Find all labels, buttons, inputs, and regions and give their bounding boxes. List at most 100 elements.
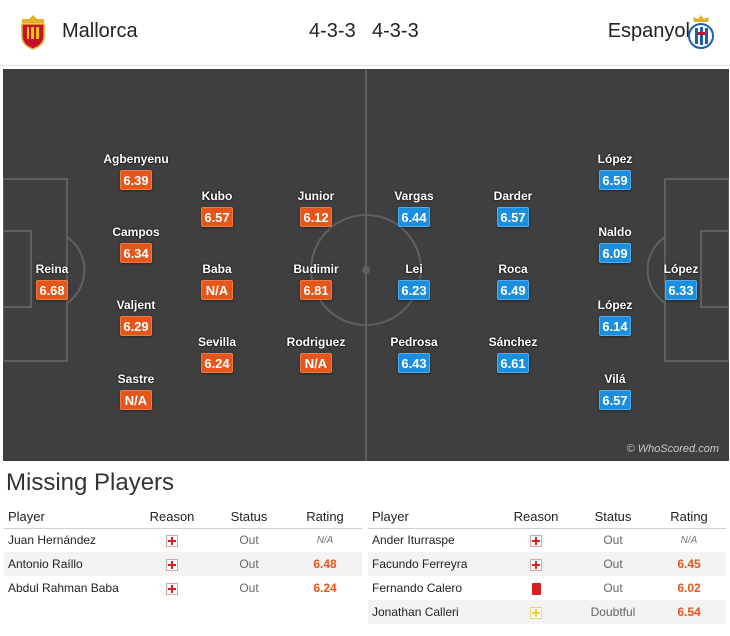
player-name[interactable]: Abdul Rahman Baba [8,581,119,595]
home-player[interactable]: Budimir 6.81 [271,262,361,300]
rating-cell: 6.48 [288,552,362,576]
player-name: López [597,298,633,312]
player-name[interactable]: Fernando Calero [372,581,463,595]
player-name[interactable]: Ander Iturraspe [372,533,455,548]
column-header-player: Player [4,506,134,529]
away-player[interactable]: López 6.14 [570,298,660,336]
home-player[interactable]: Campos 6.34 [91,225,181,263]
injury-icon [166,582,178,595]
home-player[interactable]: Kubo 6.57 [172,189,262,227]
home-player[interactable]: Rodriguez N/A [271,335,361,373]
player-name[interactable]: Antonio Raíllo [4,552,134,576]
status-cell: Out [603,533,623,548]
home-player[interactable]: Sastre N/A [91,372,181,410]
home-player[interactable]: Valjent 6.29 [91,298,181,336]
away-missing-table: Player Reason Status Rating Ander Iturra… [368,506,726,624]
player-rating: 6.43 [398,353,430,373]
player-name: Budimir [293,262,339,276]
player-name: Sánchez [488,335,538,349]
player-name: Baba [202,262,232,276]
column-header-status: Status [574,506,652,529]
player-name: López [663,262,699,276]
home-player[interactable]: Reina 6.68 [7,262,97,300]
player-name: Roca [498,262,528,276]
table-row: Fernando Calero Out 6.02 [368,576,726,600]
player-rating: 6.34 [120,243,152,263]
player-rating: 6.33 [665,280,697,300]
player-rating: 6.61 [497,353,529,373]
away-player[interactable]: Darder 6.57 [468,189,558,227]
player-name: Reina [35,262,69,276]
status-cell: Out [210,552,288,576]
player-name: Pedrosa [390,335,438,349]
away-team-name[interactable]: Espanyol [607,20,690,42]
rating-cell: N/A [680,534,698,546]
player-rating: 6.68 [36,280,68,300]
reason-cell [498,600,574,624]
rating-cell: 6.54 [652,600,726,624]
column-header-status: Status [210,506,288,529]
status-cell: Out [574,552,652,576]
player-rating: 6.44 [398,207,430,227]
player-name: Rodriguez [286,335,346,349]
home-missing-table: Player Reason Status Rating Juan Hernánd… [4,506,362,600]
home-team-name[interactable]: Mallorca [62,20,138,42]
column-header-rating: Rating [288,506,362,529]
watermark: © WhoScored.com [626,443,719,455]
reason-cell [498,552,574,576]
player-name[interactable]: Juan Hernández [8,533,97,548]
player-name: Campos [112,225,160,239]
match-header: Mallorca 4-3-3 4-3-3 Espanyol [0,0,730,66]
home-player[interactable]: Sevilla 6.24 [172,335,262,373]
player-name[interactable]: Facundo Ferreyra [368,552,498,576]
player-rating: 6.12 [300,207,332,227]
home-player[interactable]: Junior 6.12 [271,189,361,227]
away-player[interactable]: Lei 6.23 [369,262,459,300]
reason-cell [134,528,210,552]
rating-cell: N/A [316,534,334,546]
mallorca-crest-icon[interactable] [18,14,48,50]
rating-cell: 6.24 [313,581,337,595]
rating-cell: 6.02 [677,581,701,595]
missing-players-title: Missing Players [6,469,175,496]
reason-cell [134,552,210,576]
table-row: Facundo Ferreyra Out 6.45 [368,552,726,576]
home-player[interactable]: Baba N/A [172,262,262,300]
player-rating: 6.09 [599,243,631,263]
player-name: Naldo [598,225,632,239]
away-player[interactable]: López 6.59 [570,152,660,190]
away-player[interactable]: Vilá 6.57 [570,372,660,410]
player-name: Vilá [604,372,626,386]
player-rating: 6.39 [120,170,152,190]
player-name[interactable]: Jonathan Calleri [368,600,498,624]
player-name: Kubo [201,189,233,203]
home-player[interactable]: Agbenyenu 6.39 [91,152,181,190]
reason-cell [134,576,210,600]
injury-icon [166,535,178,548]
table-row: Antonio Raíllo Out 6.48 [4,552,362,576]
away-player[interactable]: Vargas 6.44 [369,189,459,227]
player-rating: 6.57 [497,207,529,227]
away-player[interactable]: Roca 6.49 [468,262,558,300]
rating-cell: 6.45 [652,552,726,576]
away-player[interactable]: López 6.33 [636,262,726,300]
player-rating: 6.57 [201,207,233,227]
player-rating: 6.81 [300,280,332,300]
status-cell: Out [603,581,623,595]
status-cell: Out [239,533,259,548]
espanyol-crest-icon[interactable] [686,14,716,50]
away-player[interactable]: Pedrosa 6.43 [369,335,459,373]
player-name: López [597,152,633,166]
player-name: Sastre [117,372,155,386]
away-formation: 4-3-3 [372,20,419,42]
player-name: Junior [297,189,335,203]
table-row: Jonathan Calleri Doubtful 6.54 [368,600,726,624]
away-player[interactable]: Sánchez 6.61 [468,335,558,373]
pitch: Reina 6.68 Agbenyenu 6.39 Campos 6.34 Va… [3,69,729,461]
player-name: Vargas [394,189,434,203]
injury-icon [530,535,542,548]
column-header-player: Player [368,506,498,529]
injury-icon [166,558,178,571]
player-name: Sevilla [197,335,237,349]
away-player[interactable]: Naldo 6.09 [570,225,660,263]
